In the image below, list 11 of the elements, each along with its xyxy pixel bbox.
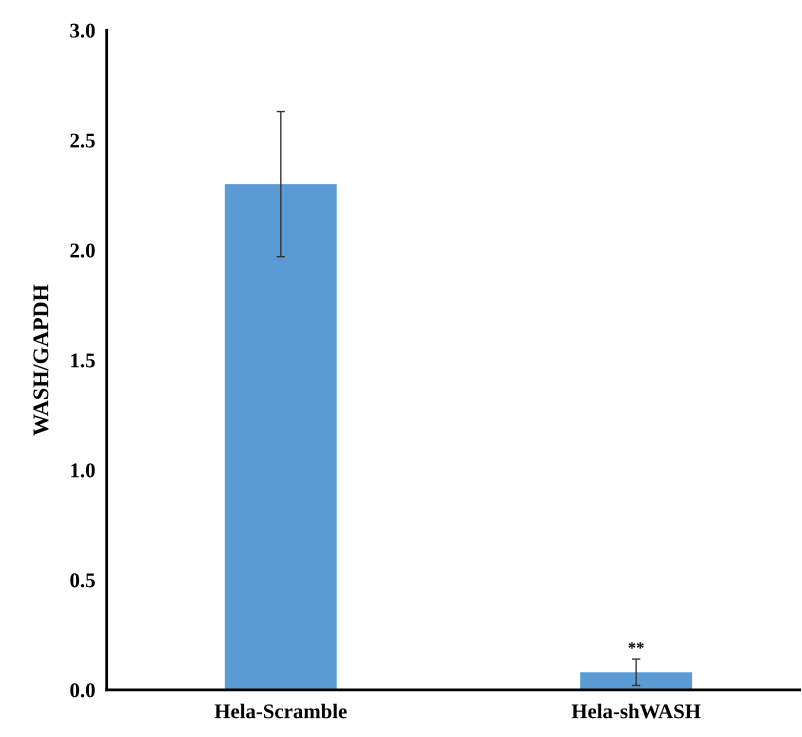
- y-tick-label: 2.0: [70, 243, 95, 258]
- y-tick-label: 0.0: [70, 683, 95, 698]
- y-tick-label: 2.5: [70, 134, 95, 148]
- y-tick-label: 1.5: [71, 354, 95, 368]
- y-axis-title: WASH/GAPDH: [33, 284, 48, 436]
- x-tick-label: Hela-Scramble: [214, 704, 347, 718]
- x-tick-label: Hela-shWASH: [572, 704, 701, 718]
- y-tick-label: 0.5: [70, 573, 95, 588]
- y-tick-label: 1.0: [71, 463, 95, 478]
- annotation: **: [628, 642, 644, 649]
- y-tick-label: 3.0: [70, 24, 95, 38]
